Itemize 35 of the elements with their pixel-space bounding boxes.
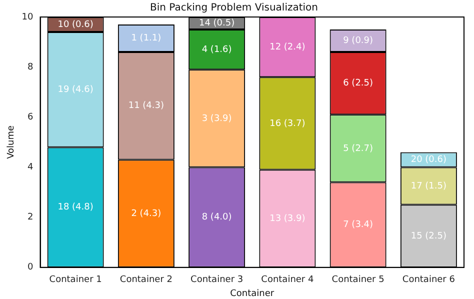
y-tick-label: 10 [22,12,34,22]
y-tick-label: 0 [28,262,34,273]
y-tick-label: 4 [28,162,34,173]
x-tick-label: Container 6 [402,275,456,286]
y-tick-label: 6 [28,112,34,123]
data-label: 6 (2.5) [343,78,374,89]
data-label: 9 (0.9) [343,36,374,46]
data-label: 5 (2.7) [343,144,374,154]
y-tick-label: 8 [28,62,34,72]
data-label: 11 (4.3) [128,101,164,112]
data-label: 12 (2.4) [270,42,306,52]
data-label: 7 (3.4) [343,220,374,230]
data-label: 16 (3.7) [270,118,306,129]
y-tick-label: 2 [28,212,34,223]
data-label: 18 (4.8) [58,202,94,213]
data-label: 20 (0.6) [410,155,447,166]
data-label: 13 (3.9) [270,214,306,224]
x-tick-label: Container 5 [332,275,384,286]
data-label: 15 (2.5) [410,231,447,242]
data-label: 8 (4.0) [202,212,232,223]
data-label: 19 (4.6) [58,84,94,95]
data-label: 17 (1.5) [410,181,447,192]
data-label: 14 (0.5) [198,18,235,29]
x-tick-label: Container 4 [261,275,314,286]
data-label: 3 (3.9) [202,114,232,124]
chart-title: Bin Packing Problem Visualization [150,2,318,14]
x-tick-label: Container 3 [190,275,244,286]
x-axis-title: Container [230,288,274,299]
x-tick-label: Container 2 [120,275,172,286]
data-label: 2 (4.3) [131,208,162,219]
x-tick-label: Container 1 [49,275,102,286]
data-label: 1 (1.1) [131,34,162,44]
y-axis-title: Volume [6,125,17,159]
data-label: 4 (1.6) [202,44,232,55]
data-label: 10 (0.6) [58,20,94,30]
